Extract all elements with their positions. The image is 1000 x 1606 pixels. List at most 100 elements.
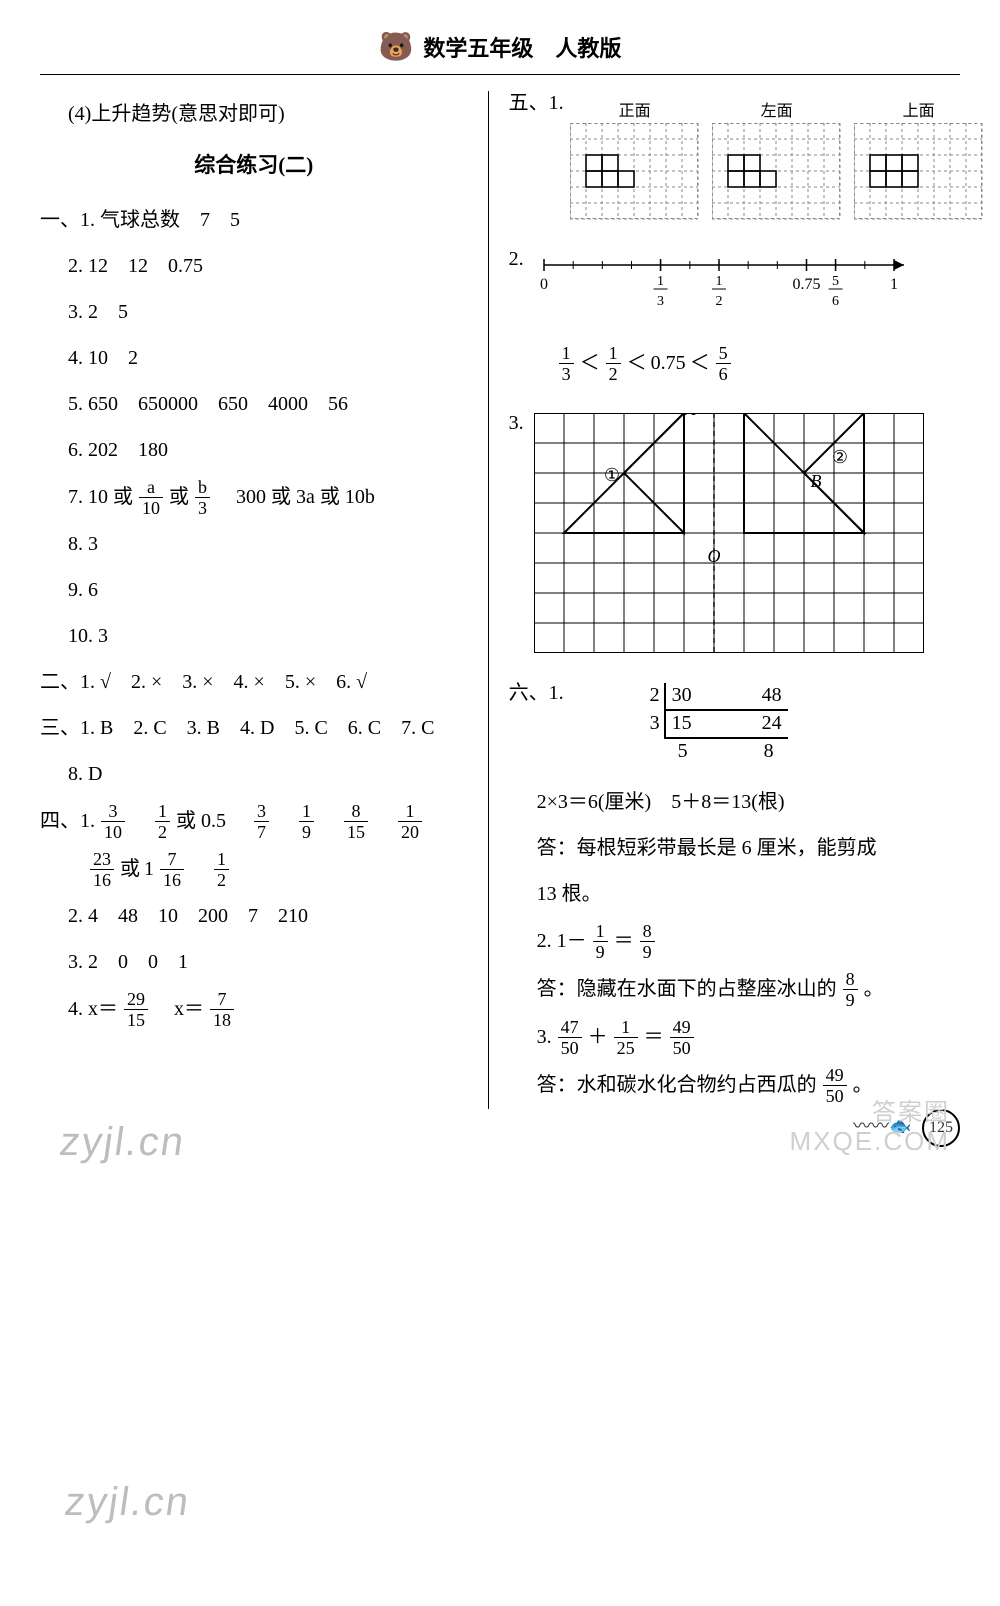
ld-r3a: 5 [670, 739, 688, 763]
frac-49-50b: 4950 [823, 1066, 847, 1105]
svg-text:0: 0 [540, 276, 548, 293]
period1: 。 [864, 965, 884, 1013]
wave-icon: 〰〰🐟 [853, 1116, 911, 1136]
q6-calc: 2×3＝6(厘米) 5＋8＝13(根) [509, 779, 955, 825]
lt1: ＜ [580, 339, 600, 387]
big-grid-svg: ABO①② [534, 413, 924, 653]
ineq-a: 13 [559, 344, 574, 383]
frac-47-50: 4750 [558, 1018, 582, 1057]
ld-r3b: 8 [764, 739, 780, 763]
q6-ans3: 答：水和碳水化合物约占西瓜的 4950 。 [509, 1061, 955, 1109]
column-separator [488, 91, 489, 1109]
q6-ans2: 答：隐藏在水面下的占整座冰山的 89 。 [509, 965, 955, 1013]
grid-left-label: 左面 [712, 97, 842, 121]
frac-b-3: b3 [195, 478, 210, 517]
frac-8-9: 89 [640, 922, 655, 961]
q6-r3-pre: 3. [537, 1013, 552, 1061]
q4-lead: 四、1. [40, 797, 95, 845]
q1-lead: 一、1. 气球总数 7 5 [40, 197, 468, 243]
frac-3-7: 37 [254, 802, 269, 841]
q6-1: 六、1. 2 3048 3 1524 58 [509, 683, 955, 765]
ld-r1b: 48 [762, 683, 782, 707]
q4-row1b: 2316 或 1 716 12 [40, 845, 468, 893]
q1-r9: 9. 6 [40, 567, 468, 613]
frac-1-20: 120 [398, 802, 422, 841]
q4-r4-pre: 4. x＝ [68, 985, 118, 1033]
q5-lead: 五、1. [509, 91, 564, 115]
frac-1-25: 125 [614, 1018, 638, 1057]
plus: ＋ [588, 1013, 608, 1061]
q5-2: 2. 013120.75561 [509, 249, 955, 319]
ladder-division: 2 3048 3 1524 58 [634, 683, 788, 765]
svg-text:2: 2 [715, 294, 722, 309]
page: 🐻 数学五年级 人教版 (4)上升趋势(意思对即可) 综合练习(二) 一、1. … [0, 0, 1000, 1167]
q6-r2-pre: 2. 1－ [537, 917, 587, 965]
svg-text:5: 5 [832, 274, 839, 289]
grid-top-svg [854, 123, 984, 223]
q6-lead: 六、1. [509, 683, 564, 703]
q4-midtext: 或 0.5 [176, 797, 226, 845]
q4-row2-mid: 或 [120, 845, 140, 893]
svg-text:A: A [683, 413, 696, 419]
grid-front: 正面 [570, 97, 700, 223]
q6-ans1b: 13 根。 [509, 871, 955, 917]
frac-8-9b: 89 [843, 970, 858, 1009]
svg-text:3: 3 [657, 294, 664, 309]
grid-top: 上面 [854, 97, 984, 223]
ineq-d: 56 [716, 344, 731, 383]
ld-r2a: 15 [672, 711, 692, 735]
frac-1-9: 19 [299, 802, 314, 841]
q6-r3: 3. 4750 ＋ 125 ＝ 4950 [509, 1013, 955, 1061]
watermark-2: zyjl.cn [62, 1480, 193, 1525]
q6-ans3-text: 答：水和碳水化合物约占西瓜的 [537, 1061, 817, 1109]
lt3: ＜ [690, 339, 710, 387]
q3b: 8. D [40, 751, 468, 797]
svg-text:B: B [810, 471, 821, 491]
period2: 。 [853, 1061, 873, 1109]
ld-r1a: 30 [672, 683, 692, 707]
q4-r3: 3. 2 0 0 1 [40, 939, 468, 985]
grid-top-label: 上面 [854, 97, 984, 121]
svg-text:②: ② [832, 447, 848, 467]
svg-text:1: 1 [890, 276, 898, 293]
q5-3: 3. ABO①② [509, 413, 955, 653]
frac-3-10: 310 [101, 802, 125, 841]
q6-ans2-text: 答：隐藏在水面下的占整座冰山的 [537, 965, 837, 1013]
q5-3-label: 3. [509, 413, 524, 433]
q1-r4: 4. 10 2 [40, 335, 468, 381]
lt2: ＜ [627, 339, 647, 387]
q5-ineq: 13 ＜ 12 ＜ 0.75 ＜ 56 [509, 339, 955, 387]
q5-2-label: 2. [509, 249, 524, 269]
svg-text:1: 1 [715, 274, 722, 289]
q1-r8: 8. 3 [40, 521, 468, 567]
q6-ans1a: 答：每根短彩带最长是 6 厘米，能剪成 [509, 825, 955, 871]
svg-text:0.75: 0.75 [792, 276, 820, 293]
q1-r7-mid: 或 [169, 473, 189, 521]
grid-front-label: 正面 [570, 97, 700, 121]
number-line-svg: 013120.75561 [534, 249, 914, 319]
frac-29-15: 2915 [124, 990, 148, 1029]
q5-grids: 正面 左面 上面 [570, 97, 984, 223]
q4-r4: 4. x＝ 2915 x＝ 718 [40, 985, 468, 1033]
frac-a-10: a10 [139, 478, 163, 517]
frac-8-15: 815 [344, 802, 368, 841]
left-item4: (4)上升趋势(意思对即可) [40, 91, 468, 137]
left-column: (4)上升趋势(意思对即可) 综合练习(二) 一、1. 气球总数 7 5 2. … [40, 91, 482, 1109]
frac-1-2b: 12 [214, 850, 229, 889]
columns: (4)上升趋势(意思对即可) 综合练习(二) 一、1. 气球总数 7 5 2. … [40, 91, 960, 1109]
frac-1-9b: 19 [593, 922, 608, 961]
ineq-c: 0.75 [651, 339, 686, 387]
q1-r7-post: 300 或 3a 或 10b [216, 473, 375, 521]
header-title: 数学五年级 人教版 [423, 31, 621, 63]
left-section-title: 综合练习(二) [40, 149, 468, 179]
grid-left-svg [712, 123, 842, 223]
q5-block: 五、1. 正面 左面 上面 [509, 91, 955, 223]
q1-r7: 7. 10 或 a10 或 b3 300 或 3a 或 10b [40, 473, 468, 521]
footer: 〰〰🐟 125 [40, 1109, 960, 1147]
svg-text:6: 6 [832, 294, 839, 309]
q1-r2: 2. 12 12 0.75 [40, 243, 468, 289]
frac-49-50: 4950 [670, 1018, 694, 1057]
eq: ＝ [644, 1013, 664, 1061]
page-header: 🐻 数学五年级 人教版 [40, 30, 960, 64]
bear-icon: 🐻 [379, 30, 414, 64]
